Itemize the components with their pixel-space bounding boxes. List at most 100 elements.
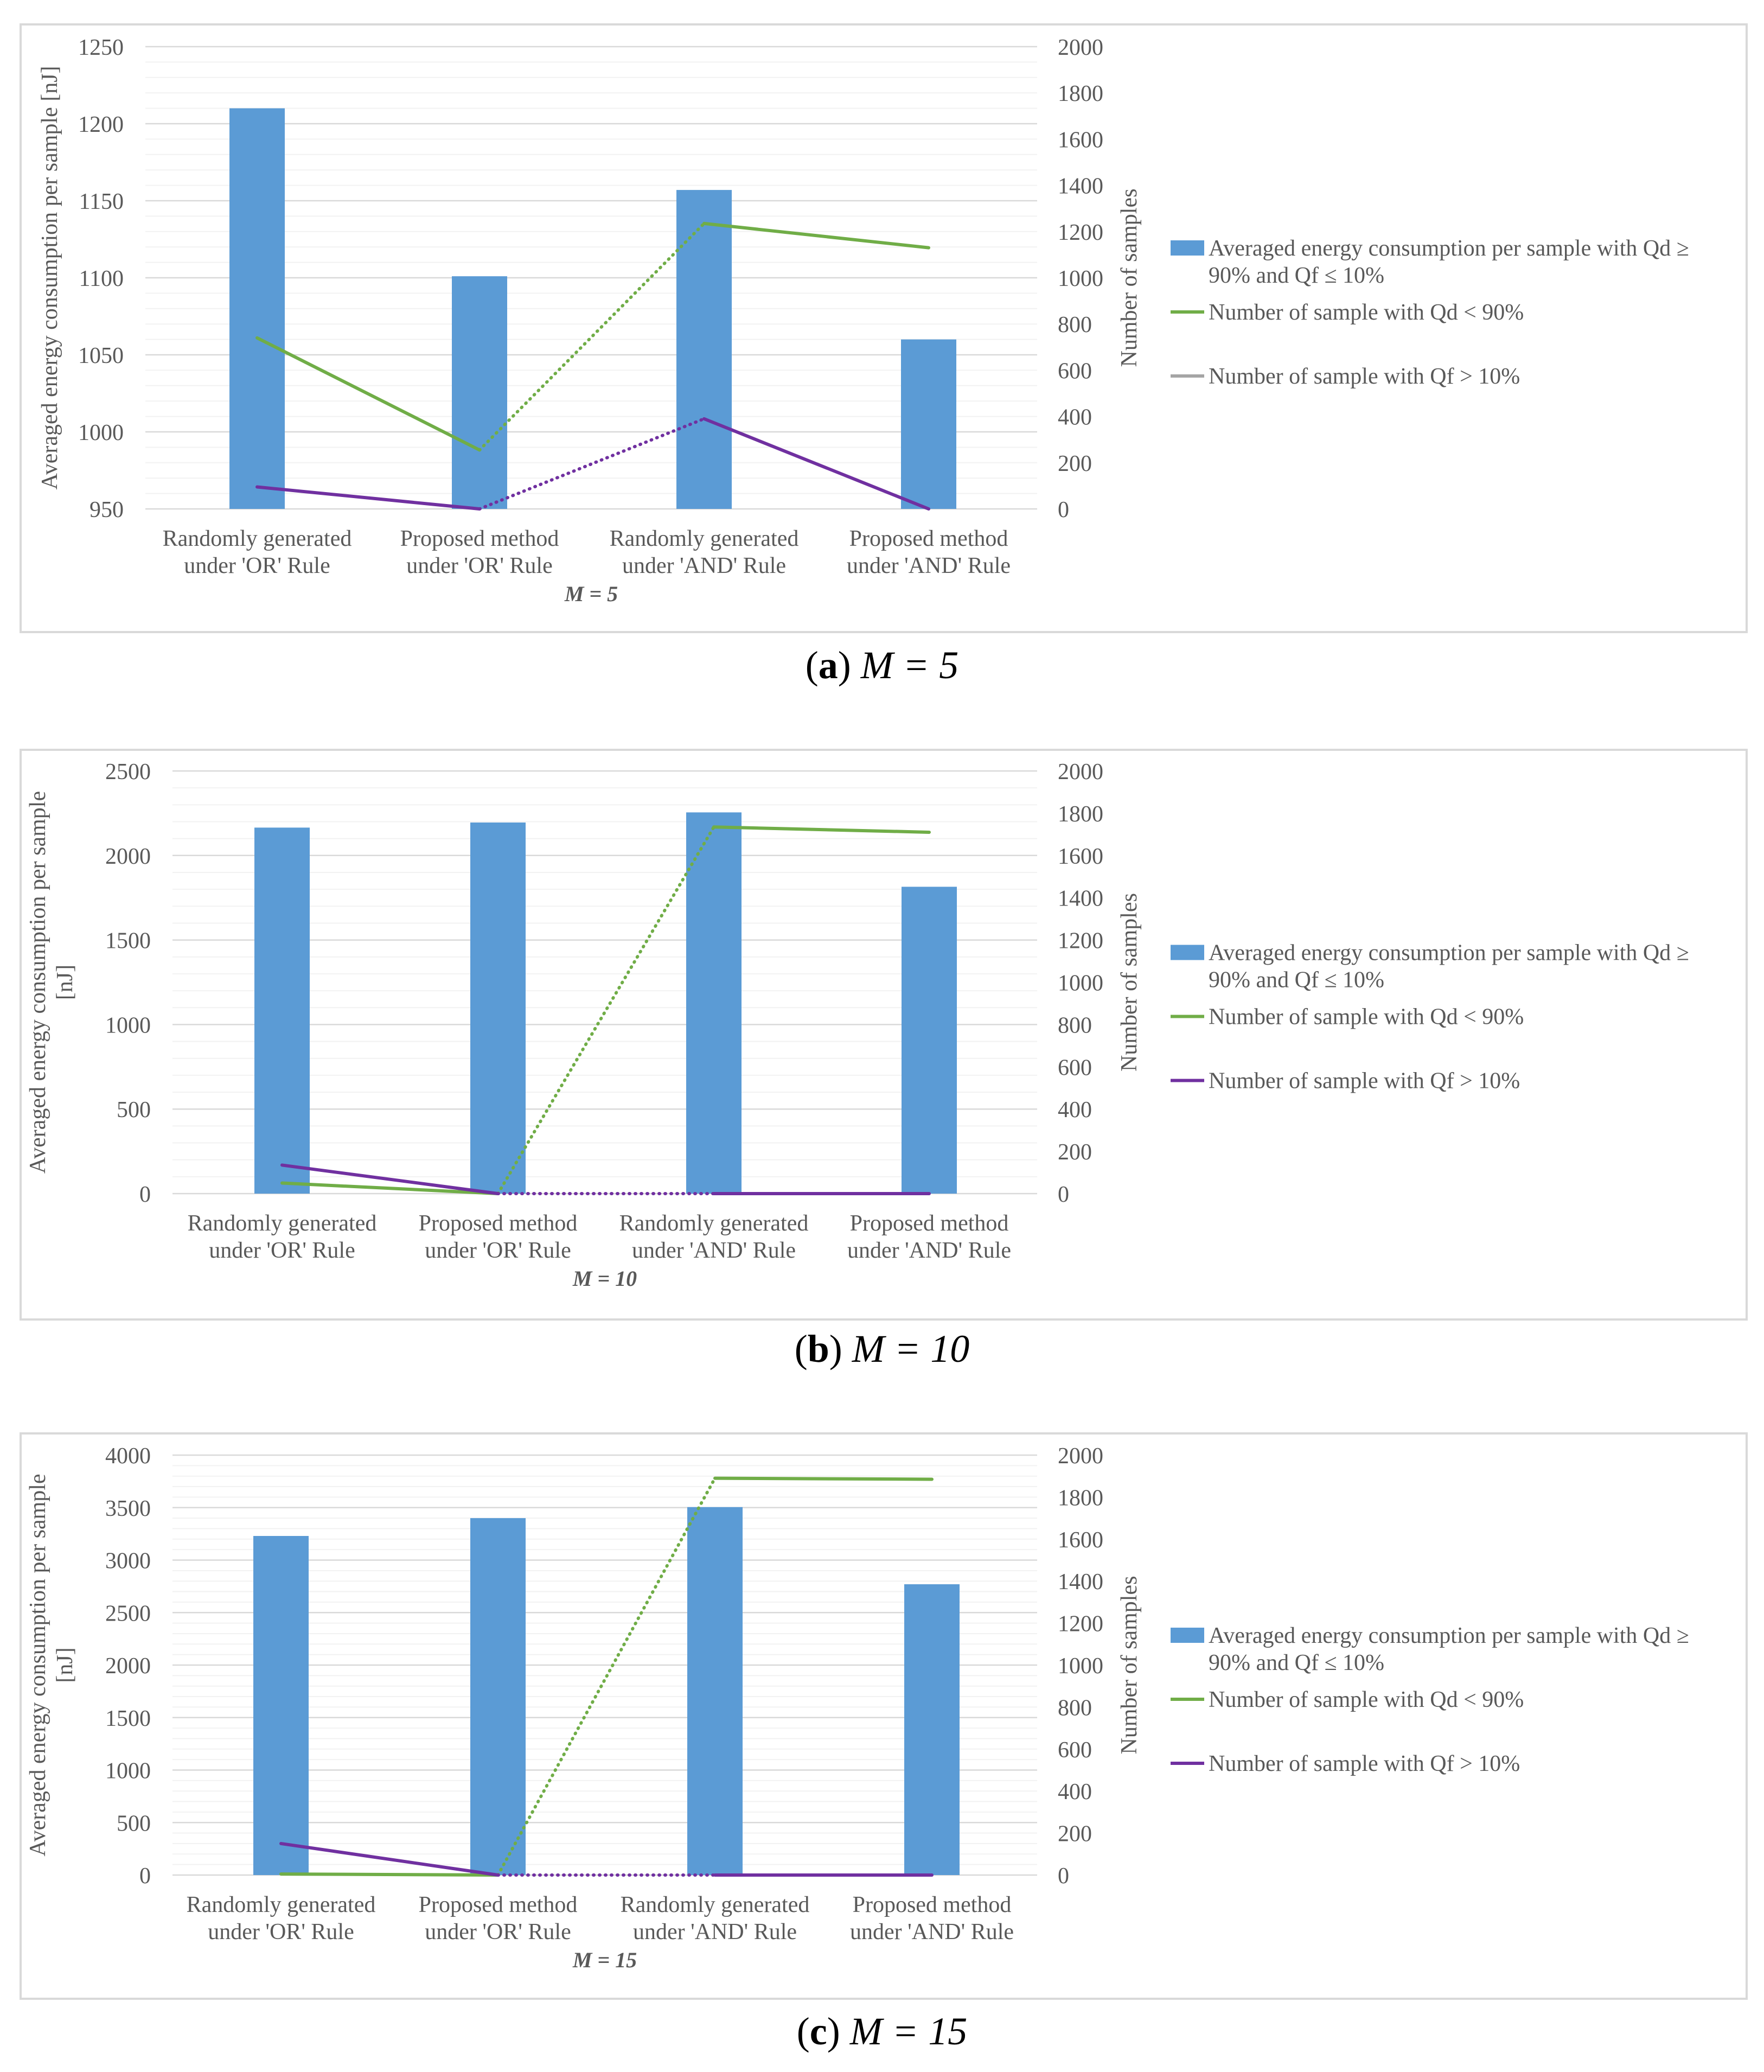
y-tick-label: 1000: [78, 420, 124, 445]
x-tick-label: Proposed method: [419, 1892, 578, 1917]
bar: [452, 276, 507, 509]
x-tick-label: Randomly generated: [621, 1892, 810, 1917]
y2-tick-label: 1400: [1058, 1570, 1103, 1595]
y2-tick-label: 200: [1058, 451, 1092, 476]
y-axis-label: Averaged energy consumption per sample: [25, 1474, 50, 1856]
y-tick-label: 1500: [105, 1706, 151, 1731]
y2-tick-label: 2000: [1058, 35, 1103, 60]
y2-tick-label: 800: [1058, 313, 1092, 337]
y-tick-label: 1250: [78, 35, 124, 60]
legend-label: Number of sample with Qd < 90%: [1209, 1687, 1524, 1712]
x-tick-label: under 'AND' Rule: [622, 553, 786, 578]
x-tick-label: under 'OR' Rule: [208, 1920, 354, 1945]
x-tick-label: Proposed method: [850, 1211, 1009, 1236]
y-tick-label: 2500: [105, 1601, 151, 1626]
legend-swatch-bar: [1171, 1628, 1204, 1643]
x-tick-label: under 'AND' Rule: [847, 1238, 1011, 1263]
x-tick-label: Randomly generated: [188, 1211, 377, 1236]
series-line-segment: [280, 1163, 500, 1195]
y2-tick-label: 1000: [1058, 266, 1103, 291]
legend-label: Number of sample with Qd < 90%: [1209, 300, 1524, 325]
series-line-segment: [255, 336, 481, 452]
y-tick-label: 2500: [105, 760, 151, 785]
y2-tick-label: 1800: [1058, 81, 1103, 106]
y2-tick-label: 1600: [1058, 127, 1103, 152]
chart-title: M = 10: [572, 1266, 637, 1291]
chart-title: M = 5: [564, 582, 618, 606]
series-line-segment: [279, 1841, 500, 1877]
legend-label: Averaged energy consumption per sample w…: [1209, 1623, 1689, 1648]
y2-tick-label: 1000: [1058, 1654, 1103, 1679]
y2-tick-label: 800: [1058, 1695, 1092, 1720]
y2-tick-label: 1400: [1058, 887, 1103, 911]
bar: [254, 827, 310, 1194]
y2-tick-label: 0: [1058, 1182, 1069, 1207]
x-tick-label: Proposed method: [853, 1892, 1012, 1917]
y2-tick-label: 600: [1058, 1738, 1092, 1763]
legend-swatch-bar: [1171, 240, 1204, 256]
series-line-segment: [280, 1181, 500, 1195]
x-tick-label: under 'AND' Rule: [632, 1238, 796, 1263]
y-tick-label: 950: [90, 498, 124, 522]
y2-tick-label: 1800: [1058, 802, 1103, 827]
bar: [676, 190, 732, 509]
y2-tick-label: 1200: [1058, 1612, 1103, 1637]
chart-panel-3: 0 500 1000 1500 2000 2500 3000 3500 4000 0 200 400 6…: [20, 1432, 1748, 2000]
series-line-segment: [713, 1476, 934, 1481]
legend-label: Number of sample with Qd < 90%: [1209, 1005, 1524, 1030]
y-tick-label: 1000: [105, 1759, 151, 1784]
series-line-dotted-segment: [478, 417, 706, 511]
bar: [229, 108, 285, 509]
y2-tick-label: 800: [1058, 1013, 1092, 1038]
y-tick-label: 4000: [105, 1444, 151, 1469]
y2-tick-label: 0: [1058, 498, 1069, 522]
y-tick-label: 1050: [78, 343, 124, 368]
y-tick-label: 1000: [105, 1013, 151, 1038]
y2-tick-label: 0: [1058, 1864, 1069, 1889]
y2-tick-label: 400: [1058, 1098, 1092, 1123]
y2-tick-label: 600: [1058, 1055, 1092, 1080]
legend-label: 90% and Qf ≤ 10%: [1209, 263, 1384, 288]
series-line-segment: [702, 417, 930, 511]
subcaption: (a) M = 5: [806, 643, 959, 687]
y-tick-label: 500: [117, 1098, 151, 1123]
y-tick-label: 1200: [78, 112, 124, 137]
x-tick-label: under 'AND' Rule: [850, 1920, 1014, 1945]
x-tick-label: Randomly generated: [610, 526, 799, 551]
y-tick-label: 3500: [105, 1496, 151, 1521]
x-tick-label: under 'OR' Rule: [406, 553, 552, 578]
y-tick-label: 2000: [105, 844, 151, 869]
y-tick-label: 3000: [105, 1549, 151, 1574]
chart-panel-1: 950 1000 1050 1100 1150 1200 1250 0 200 400 600 800…: [20, 23, 1748, 633]
y-axis-label: Averaged energy consumption per sample […: [37, 66, 62, 489]
subcaption: (b) M = 10: [795, 1327, 970, 1370]
y2-tick-label: 400: [1058, 405, 1092, 430]
bar: [901, 339, 956, 509]
bar: [904, 1584, 960, 1875]
y2-tick-label: 2000: [1058, 1444, 1103, 1469]
series-line-segment: [712, 825, 931, 834]
x-tick-label: Proposed method: [849, 526, 1008, 551]
legend-swatch-bar: [1171, 945, 1204, 960]
y2-tick-label: 1200: [1058, 220, 1103, 245]
bar: [902, 887, 957, 1194]
legend-label: 90% and Qf ≤ 10%: [1209, 1650, 1384, 1675]
x-tick-label: under 'AND' Rule: [633, 1920, 797, 1945]
y2-tick-label: 1800: [1058, 1486, 1103, 1510]
y-tick-label: 1500: [105, 929, 151, 954]
y2-tick-label: 1600: [1058, 1528, 1103, 1553]
chart-panel-2: 0 500 1000 1500 2000 2500 0 200 400 600 800 1000 120…: [20, 749, 1748, 1321]
y2-tick-label: 1200: [1058, 929, 1103, 954]
x-tick-label: Randomly generated: [163, 526, 352, 551]
y2-axis-label: Number of samples: [1117, 189, 1142, 367]
series-line-segment: [255, 485, 481, 511]
y2-tick-label: 1000: [1058, 971, 1103, 996]
y-tick-label: 1150: [79, 189, 124, 214]
y-axis-label: [nJ]: [53, 965, 78, 1000]
legend-label: Averaged energy consumption per sample w…: [1209, 941, 1689, 966]
chart-frame: [20, 23, 1748, 633]
bar: [253, 1535, 309, 1875]
y-tick-label: 1100: [79, 266, 124, 291]
y-tick-label: 0: [139, 1864, 151, 1889]
y2-tick-label: 2000: [1058, 760, 1103, 785]
